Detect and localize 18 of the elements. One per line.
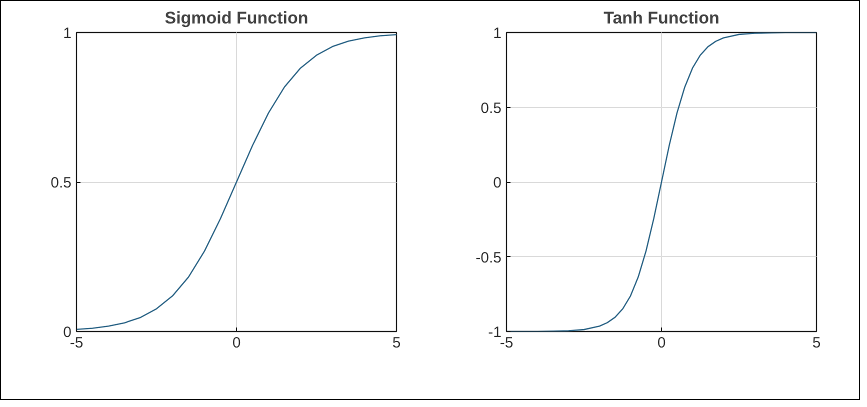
x-tick-label: 5 xyxy=(392,334,401,352)
chart-title: Tanh Function xyxy=(604,8,720,28)
y-tick-label: -0.5 xyxy=(476,249,502,266)
y-tick-label: 0.5 xyxy=(480,100,502,117)
y-tick-label: 0.5 xyxy=(50,174,72,192)
y-tick-label: 0 xyxy=(63,324,72,341)
chart-title: Sigmoid Function xyxy=(164,8,308,28)
y-tick-label: 1 xyxy=(63,25,72,42)
y-tick-label: 0 xyxy=(493,174,502,192)
y-tick-label: 1 xyxy=(493,25,502,42)
line-series xyxy=(506,32,816,332)
x-tick-label: 5 xyxy=(812,334,821,352)
x-tick-label: -5 xyxy=(70,334,84,352)
x-tick-label: 0 xyxy=(657,334,666,352)
y-tick-label: -1 xyxy=(488,324,502,341)
line-series xyxy=(76,34,396,330)
x-tick-label: -5 xyxy=(500,334,514,352)
x-tick-label: 0 xyxy=(232,334,241,352)
